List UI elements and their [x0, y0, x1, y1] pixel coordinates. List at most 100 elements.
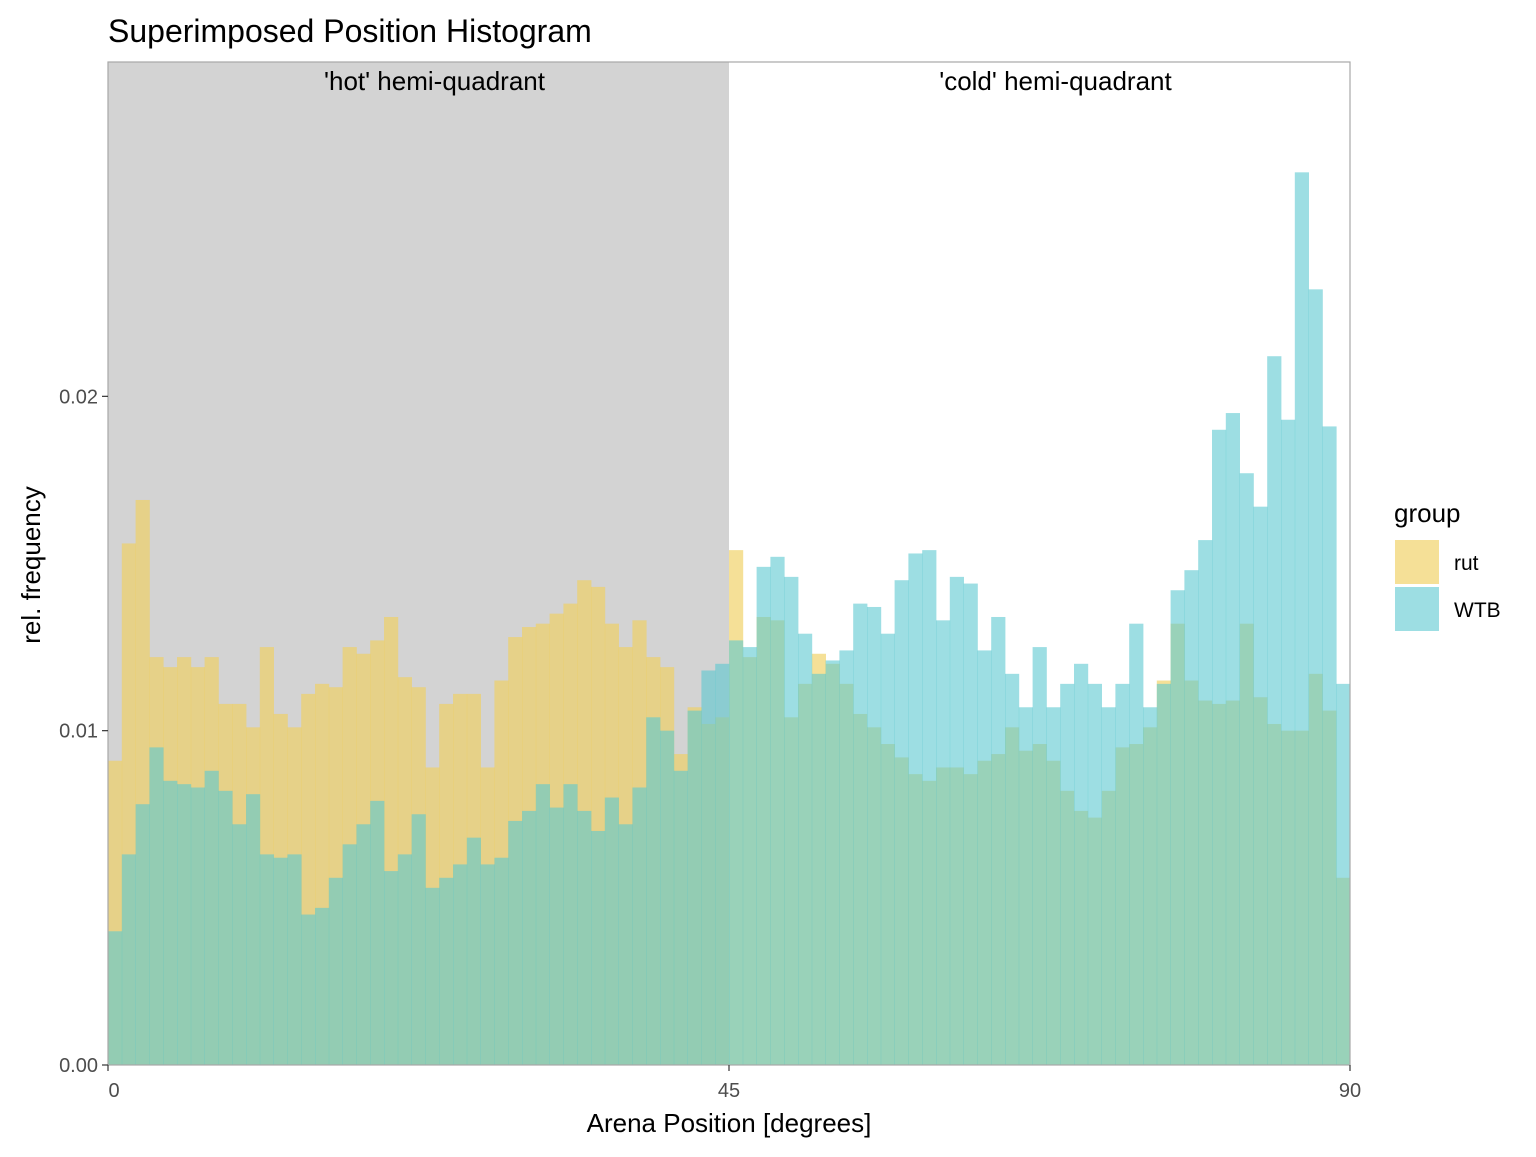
bar-wtb-86 [1294, 172, 1309, 1065]
bar-wtb-55 [867, 606, 882, 1065]
bar-wtb-10 [246, 794, 261, 1065]
bar-wtb-26 [466, 837, 481, 1065]
bar-wtb-35 [591, 830, 606, 1065]
legend-label-rut: rut [1454, 552, 1479, 575]
bar-wtb-37 [618, 824, 633, 1065]
bar-wtb-19 [370, 800, 385, 1065]
bar-wtb-49 [784, 576, 799, 1065]
bar-wtb-20 [384, 871, 399, 1065]
bar-wtb-66 [1018, 707, 1033, 1065]
legend-title: group [1394, 498, 1461, 528]
bar-wtb-52 [825, 660, 840, 1065]
bar-wtb-46 [742, 647, 757, 1065]
bar-wtb-80 [1212, 429, 1227, 1065]
bar-wtb-39 [646, 717, 661, 1065]
bar-wtb-16 [328, 877, 343, 1065]
region-label-layer: 'hot' hemi-quadrant 'cold' hemi-quadrant [324, 66, 1172, 96]
y-tick-label-0: 0.00 [59, 1055, 98, 1077]
bar-wtb-77 [1170, 590, 1185, 1065]
bar-wtb-67 [1032, 647, 1047, 1065]
bar-wtb-51 [811, 673, 826, 1065]
bar-wtb-13 [287, 854, 302, 1065]
bar-wtb-22 [411, 814, 426, 1065]
bar-wtb-87 [1308, 289, 1323, 1065]
bar-wtb-31 [535, 784, 550, 1065]
bar-wtb-59 [922, 550, 937, 1065]
bar-wtb-58 [908, 553, 923, 1065]
bar-wtb-33 [563, 784, 578, 1065]
bar-wtb-8 [218, 790, 233, 1065]
x-axis-label: Arena Position [degrees] [587, 1108, 872, 1138]
legend-swatch-rut [1395, 540, 1439, 584]
bar-wtb-54 [853, 603, 868, 1065]
bar-wtb-0 [108, 931, 123, 1065]
bar-wtb-23 [425, 887, 440, 1065]
bar-wtb-69 [1060, 683, 1075, 1065]
bar-wtb-89 [1336, 683, 1351, 1065]
bar-wtb-53 [839, 650, 854, 1065]
legend: group rut WTB [1394, 498, 1501, 631]
bar-wtb-73 [1115, 683, 1130, 1065]
bar-wtb-36 [604, 797, 619, 1065]
bar-wtb-38 [632, 787, 647, 1065]
bar-wtb-71 [1087, 683, 1102, 1065]
bar-wtb-50 [798, 633, 813, 1065]
bar-wtb-75 [1143, 707, 1158, 1065]
bar-wtb-76 [1156, 683, 1171, 1065]
bar-wtb-84 [1267, 356, 1282, 1065]
bar-wtb-68 [1046, 707, 1061, 1065]
bar-wtb-32 [549, 807, 564, 1065]
bar-wtb-40 [660, 730, 675, 1065]
bar-wtb-41 [673, 770, 688, 1065]
bar-wtb-14 [301, 914, 316, 1065]
bar-wtb-27 [480, 864, 495, 1065]
x-tick-label-1: 45 [718, 1080, 740, 1102]
bar-wtb-42 [687, 710, 702, 1065]
bar-wtb-61 [949, 576, 964, 1065]
bar-wtb-15 [315, 907, 330, 1065]
bar-wtb-11 [259, 854, 274, 1065]
bar-wtb-24 [439, 877, 454, 1065]
bar-wtb-30 [522, 810, 537, 1065]
bar-wtb-7 [204, 770, 219, 1065]
bar-wtb-43 [701, 670, 716, 1065]
bar-wtb-81 [1225, 413, 1240, 1065]
bar-wtb-60 [936, 620, 951, 1065]
bar-wtb-62 [963, 583, 978, 1065]
bar-wtb-74 [1129, 623, 1144, 1065]
bar-wtb-64 [991, 616, 1006, 1065]
bar-wtb-44 [715, 663, 730, 1065]
bar-wtb-1 [121, 854, 136, 1065]
x-tick-label-2: 90 [1339, 1080, 1361, 1102]
bar-wtb-45 [729, 640, 744, 1065]
bar-wtb-12 [273, 857, 288, 1065]
bar-wtb-34 [577, 810, 592, 1065]
bar-wtb-29 [508, 820, 523, 1065]
bar-wtb-48 [770, 556, 785, 1065]
bar-wtb-88 [1322, 426, 1337, 1065]
y-axis: 0.00 0.01 0.02 [59, 386, 108, 1077]
chart-title: Superimposed Position Histogram [108, 13, 592, 49]
bar-wtb-2 [135, 804, 150, 1065]
bar-wtb-72 [1101, 707, 1116, 1065]
bar-wtb-9 [232, 824, 247, 1065]
bar-wtb-47 [756, 566, 771, 1065]
bar-wtb-17 [342, 844, 357, 1065]
y-tick-label-1: 0.01 [59, 721, 98, 743]
bar-wtb-18 [356, 824, 371, 1065]
bar-wtb-25 [453, 864, 468, 1065]
bar-wtb-28 [494, 857, 509, 1065]
bar-wtb-82 [1239, 473, 1254, 1066]
series-wtb [108, 172, 1351, 1066]
bar-wtb-63 [977, 650, 992, 1065]
bar-wtb-4 [163, 780, 178, 1065]
legend-label-wtb: WTB [1454, 599, 1501, 622]
bar-wtb-3 [149, 747, 164, 1065]
bar-wtb-21 [397, 854, 412, 1065]
series-layer [108, 172, 1351, 1066]
bar-wtb-70 [1074, 663, 1089, 1065]
bar-wtb-5 [177, 784, 192, 1065]
bar-wtb-57 [894, 580, 909, 1065]
x-tick-label-0: 0 [108, 1080, 119, 1102]
